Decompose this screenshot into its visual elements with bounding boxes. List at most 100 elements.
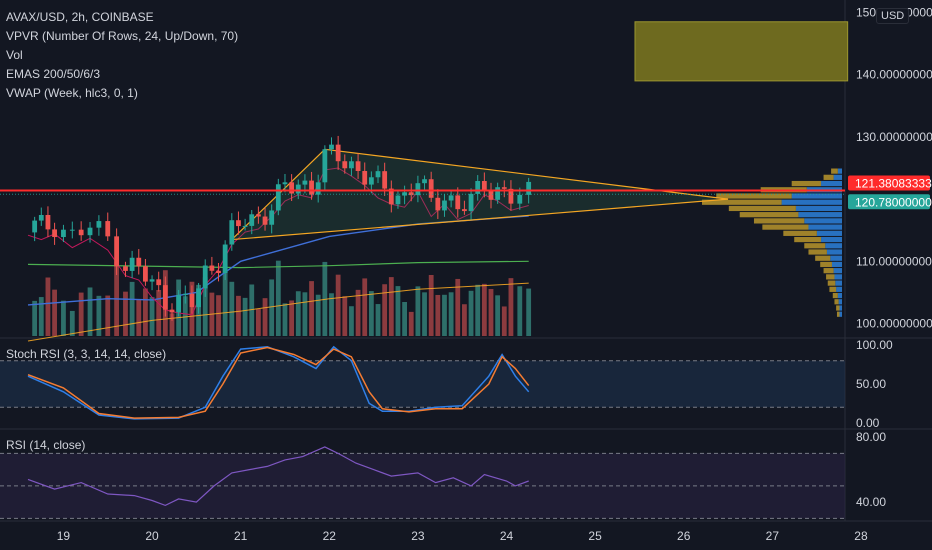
- volume-bar: [69, 310, 75, 336]
- candle-body: [309, 180, 314, 195]
- candle-body: [415, 183, 421, 196]
- rsi-tick-label: 80.00: [856, 430, 886, 444]
- time-tick-label: 25: [588, 529, 602, 543]
- indicator-emas[interactable]: EMAS 200/50/6/3: [6, 67, 101, 81]
- candle-body: [189, 293, 195, 308]
- time-tick-label: 23: [411, 529, 425, 543]
- volume-bar: [87, 287, 93, 336]
- last-price-badge: [848, 194, 930, 210]
- candle-body: [38, 215, 44, 221]
- volume-bar: [415, 286, 421, 336]
- vpvr-row-up: [815, 255, 831, 261]
- candle-body: [32, 220, 38, 233]
- volume-bar: [368, 291, 374, 336]
- candle-body: [526, 181, 532, 195]
- time-tick-label: 28: [854, 529, 868, 543]
- volume-bar: [468, 290, 474, 336]
- volume-bar: [395, 286, 401, 336]
- vpvr-row-down: [834, 274, 842, 280]
- target-zone-box: [634, 21, 849, 82]
- rsi-label[interactable]: RSI (14, close): [6, 438, 86, 452]
- candle-body: [335, 144, 341, 162]
- volume-bar: [422, 292, 427, 336]
- candle-body: [249, 214, 255, 226]
- candle-body: [87, 227, 93, 236]
- candle-body: [196, 288, 201, 308]
- candle-body: [495, 187, 501, 200]
- candle-body: [442, 200, 447, 211]
- candle-body: [149, 279, 155, 282]
- vpvr-row-down: [838, 299, 842, 305]
- volume-bar: [38, 297, 44, 336]
- volume-bar: [448, 292, 454, 336]
- vpvr-row-down: [821, 236, 842, 243]
- volume-bar: [262, 298, 268, 336]
- candle-body: [402, 192, 407, 196]
- vpvr-row-up: [831, 168, 838, 174]
- indicator-volume[interactable]: Vol: [6, 48, 23, 62]
- rsi-line: [27, 446, 529, 507]
- volume-bar: [329, 293, 334, 336]
- candle-body: [355, 161, 361, 171]
- volume-bar: [136, 299, 142, 336]
- vpvr-row-down: [831, 261, 842, 268]
- candle-body: [61, 229, 66, 238]
- candle-body: [295, 184, 301, 194]
- candle-body: [202, 265, 208, 289]
- vwap-line: [27, 282, 529, 342]
- vpvr-row-down: [837, 168, 842, 174]
- candle-body: [162, 285, 168, 310]
- candle-body: [428, 179, 434, 198]
- stoch-tick-label: 100.00: [856, 338, 893, 352]
- vpvr-row-down: [839, 305, 842, 311]
- volume-bar: [355, 289, 361, 336]
- volume-bar: [517, 286, 523, 336]
- vpvr-row-down: [795, 205, 842, 212]
- volume-bar: [488, 288, 494, 336]
- time-tick-label: 22: [323, 529, 337, 543]
- symbol-title[interactable]: AVAX/USD, 2h, COINBASE: [6, 10, 154, 24]
- stoch-rsi-label[interactable]: Stoch RSI (3, 3, 14, 14, close): [6, 347, 167, 361]
- candle-body: [388, 188, 394, 205]
- vpvr-row-up: [702, 199, 782, 205]
- stoch-band: [0, 360, 845, 408]
- candle-body: [435, 197, 441, 211]
- vpvr-row-down: [830, 255, 842, 261]
- candle-body: [302, 180, 308, 185]
- volume-bar: [78, 292, 84, 336]
- vpvr-row-up: [804, 243, 826, 249]
- indicator-vpvr[interactable]: VPVR (Number Of Rows, 24, Up/Down, 70): [6, 29, 239, 43]
- volume-bar: [143, 288, 148, 336]
- currency-badge[interactable]: USD: [876, 8, 910, 24]
- vpvr-row-up: [823, 174, 834, 180]
- vpvr-row-down: [825, 243, 842, 249]
- indicator-vwap[interactable]: VWAP (Week, hlc3, 0, 1): [6, 86, 138, 100]
- volume-bar: [129, 281, 135, 336]
- price-tick-label: 130.00000000: [856, 130, 932, 144]
- volume-bar: [275, 260, 281, 336]
- vpvr-row-up: [739, 212, 799, 218]
- volume-bar: [335, 274, 341, 336]
- candle-body: [342, 161, 348, 169]
- candle-body: [481, 180, 487, 191]
- vpvr-row-up: [836, 305, 840, 311]
- vpvr-row-up: [820, 261, 832, 268]
- candle-body: [78, 229, 84, 236]
- candle-body: [275, 184, 281, 211]
- volume-bar: [481, 283, 487, 336]
- stoch-tick-label: 0.00: [856, 416, 880, 430]
- vpvr-row-up: [762, 224, 809, 230]
- triangle-lower-line: [231, 198, 729, 241]
- vpvr-row-up: [823, 268, 834, 274]
- candle-body: [475, 180, 481, 194]
- ema-200-line: [27, 260, 529, 269]
- price-tick-label: 110.00000000: [856, 254, 932, 268]
- candle-body: [114, 236, 120, 267]
- candle-body: [349, 161, 354, 169]
- stoch-tick-label: 50.00: [856, 377, 886, 391]
- candle-body: [455, 195, 461, 210]
- vpvr-row-up: [794, 236, 822, 243]
- vpvr-row-down: [804, 218, 842, 224]
- volume-bar: [202, 277, 208, 336]
